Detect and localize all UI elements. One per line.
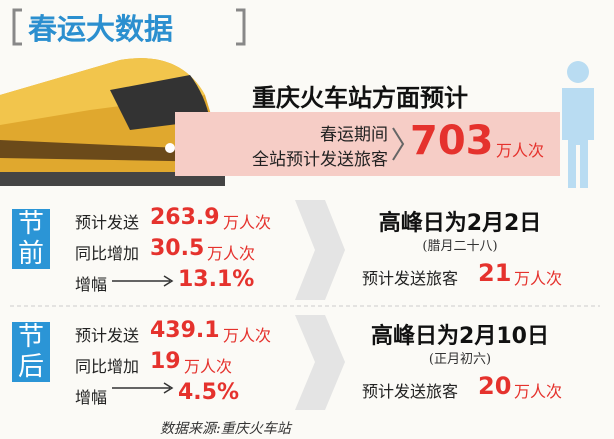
peak-unit: 万人次 xyxy=(514,382,563,401)
section-label: 节后 xyxy=(12,322,50,382)
row-label: 预计发送 xyxy=(75,326,140,345)
row-value: 263.9 xyxy=(150,205,220,230)
row-value: 19 xyxy=(150,349,181,374)
summary-line1: 春运期间 xyxy=(320,125,388,145)
summary-unit: 万人次 xyxy=(496,141,545,160)
section-label: 节前 xyxy=(12,209,50,269)
peak-title: 高峰日为2月10日 xyxy=(371,324,549,349)
section-label-char: 前 xyxy=(17,239,44,269)
row-unit: 万人次 xyxy=(223,213,272,232)
row-value: 13.1% xyxy=(178,267,255,292)
row-label: 预计发送 xyxy=(75,213,140,232)
summary-value: 703 xyxy=(410,118,494,164)
peak-title: 高峰日为2月2日 xyxy=(378,211,542,236)
row-value: 439.1 xyxy=(150,318,220,343)
section-label-char: 节 xyxy=(17,209,44,239)
source: 数据来源:重庆火车站 xyxy=(160,421,291,437)
row-unit: 万人次 xyxy=(223,326,272,345)
summary-line2: 全站预计发送旅客 xyxy=(252,150,388,170)
section-label-char: 后 xyxy=(17,352,44,382)
peak-label: 预计发送旅客 xyxy=(362,382,459,401)
header-title: 春运大数据 xyxy=(28,12,174,46)
summary-title: 重庆火车站方面预计 xyxy=(252,84,468,112)
peak-label: 预计发送旅客 xyxy=(362,269,459,288)
peak-value: 20 xyxy=(478,372,512,400)
row-label: 增幅 xyxy=(75,388,108,407)
row-unit: 万人次 xyxy=(207,244,256,263)
row-value: 30.5 xyxy=(150,236,205,261)
peak-value: 21 xyxy=(478,259,512,287)
peak-unit: 万人次 xyxy=(514,269,563,288)
row-value: 4.5% xyxy=(178,380,240,405)
row-unit: 万人次 xyxy=(184,357,233,376)
row-label: 同比增加 xyxy=(75,357,140,376)
row-label: 同比增加 xyxy=(75,244,140,263)
row-label: 增幅 xyxy=(75,275,108,294)
section-label-char: 节 xyxy=(17,322,44,352)
peak-note: (正月初六) xyxy=(428,352,492,367)
peak-note: (腊月二十八) xyxy=(422,239,498,254)
